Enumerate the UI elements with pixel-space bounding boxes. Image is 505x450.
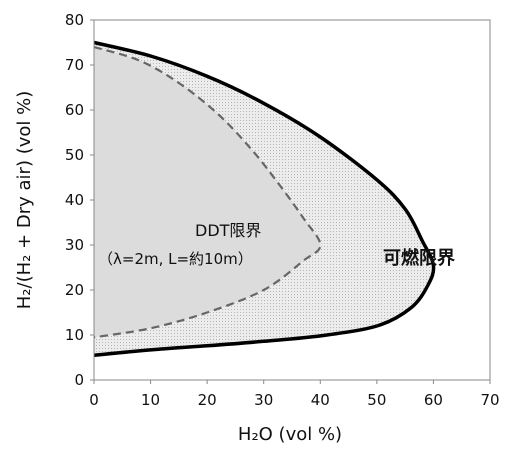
y-tick-label: 30 [65, 236, 84, 254]
y-tick-label: 10 [65, 326, 84, 344]
y-tick-label: 50 [65, 146, 84, 164]
x-axis-label: H₂O (vol %) [238, 424, 342, 445]
flammability-limit-label: 可燃限界 [383, 247, 455, 269]
x-tick-label: 40 [311, 391, 330, 409]
x-tick-label: 50 [367, 391, 386, 409]
y-tick-label: 60 [65, 101, 84, 119]
ddt-condition-label: （λ=2m, L=約10m） [98, 250, 253, 268]
x-tick-label: 70 [480, 391, 499, 409]
x-tick-label: 60 [424, 391, 443, 409]
y-tick-label: 0 [74, 371, 84, 389]
y-tick-label: 40 [65, 191, 84, 209]
y-tick-label: 70 [65, 56, 84, 74]
ddt-limit-label: DDT限界 [195, 221, 261, 240]
ddt-region [94, 47, 321, 338]
y-tick-label: 20 [65, 281, 84, 299]
x-tick-label: 20 [198, 391, 217, 409]
x-tick-label: 10 [141, 391, 160, 409]
y-axis-label: H₂/(H₂ + Dry air) (vol %) [14, 91, 35, 309]
x-tick-label: 0 [89, 391, 99, 409]
ddt-limit-curve [93, 45, 322, 339]
y-tick-label: 80 [65, 11, 84, 29]
x-tick-label: 30 [254, 391, 273, 409]
flammability-limit-curve [93, 40, 436, 358]
